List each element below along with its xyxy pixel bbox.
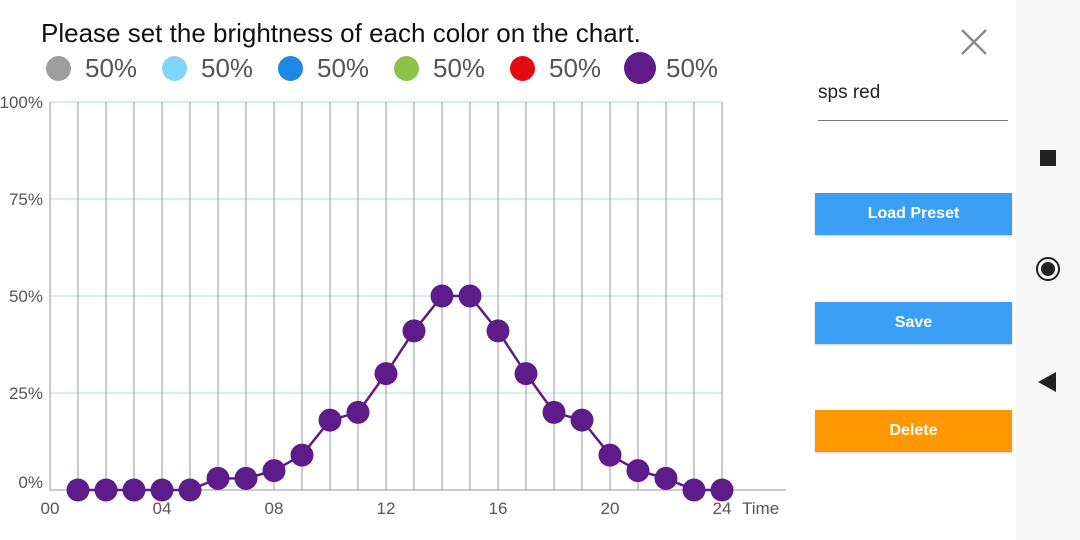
data-point[interactable] bbox=[318, 408, 342, 432]
y-tick-label: 25% bbox=[9, 384, 43, 403]
data-point[interactable] bbox=[346, 400, 370, 424]
back-triangle-icon[interactable] bbox=[1036, 370, 1058, 394]
data-point[interactable] bbox=[94, 478, 118, 502]
preset-name-input[interactable]: sps red bbox=[818, 80, 1008, 121]
x-tick-label: 24 bbox=[713, 499, 732, 518]
legend-item-light-blue[interactable]: 50% bbox=[162, 52, 253, 84]
legend-dot-icon bbox=[510, 55, 535, 81]
legend-item-blue[interactable]: 50% bbox=[278, 52, 369, 84]
data-point[interactable] bbox=[206, 466, 230, 490]
data-point[interactable] bbox=[626, 459, 650, 483]
data-point[interactable] bbox=[402, 319, 426, 343]
close-icon[interactable] bbox=[958, 26, 990, 58]
preset-name-value: sps red bbox=[818, 82, 881, 103]
legend-label: 50% bbox=[549, 52, 602, 83]
data-point[interactable] bbox=[542, 400, 566, 424]
data-point[interactable] bbox=[486, 319, 510, 343]
data-point[interactable] bbox=[430, 284, 454, 308]
data-point[interactable] bbox=[598, 443, 622, 467]
data-point[interactable] bbox=[262, 459, 286, 483]
legend-dot-icon bbox=[624, 52, 656, 84]
data-point[interactable] bbox=[458, 284, 482, 308]
x-tick-label: 20 bbox=[601, 499, 620, 518]
legend-label: 50% bbox=[317, 52, 370, 83]
x-tick-label: 04 bbox=[153, 499, 172, 518]
brightness-chart[interactable]: 100% 75% 50% 25% 0% 00 04 08 12 16 20 24 Time bbox=[0, 0, 800, 540]
x-tick-label: 08 bbox=[265, 499, 284, 518]
legend-dot-icon bbox=[394, 55, 419, 81]
legend-dot-icon bbox=[162, 55, 187, 81]
data-point[interactable] bbox=[374, 362, 398, 386]
legend-item-green[interactable]: 50% bbox=[394, 52, 485, 84]
legend-label: 50% bbox=[201, 52, 254, 83]
legend-label: 50% bbox=[85, 52, 138, 83]
load-preset-button[interactable]: Load Preset bbox=[815, 193, 1012, 235]
dialog-title: Please set the brightness of each color … bbox=[41, 18, 641, 48]
legend-item-gray[interactable]: 50% bbox=[46, 52, 137, 84]
y-tick-label: 75% bbox=[9, 190, 43, 209]
data-point[interactable] bbox=[570, 408, 594, 432]
legend-dot-icon bbox=[278, 55, 303, 81]
navigation-bar bbox=[1016, 0, 1080, 540]
data-point[interactable] bbox=[290, 443, 314, 467]
legend-item-purple-selected[interactable]: 50% bbox=[624, 52, 718, 84]
data-point[interactable] bbox=[150, 478, 174, 502]
data-point[interactable] bbox=[654, 466, 678, 490]
y-tick-label: 50% bbox=[9, 287, 43, 306]
data-point[interactable] bbox=[514, 362, 538, 386]
data-point[interactable] bbox=[122, 478, 146, 502]
data-point[interactable] bbox=[682, 478, 706, 502]
x-tick-label: 16 bbox=[489, 499, 508, 518]
delete-button[interactable]: Delete bbox=[815, 410, 1012, 452]
save-button[interactable]: Save bbox=[815, 302, 1012, 344]
legend-item-red[interactable]: 50% bbox=[510, 52, 601, 84]
legend-label: 50% bbox=[666, 52, 719, 83]
data-point[interactable] bbox=[234, 466, 258, 490]
data-point[interactable] bbox=[178, 478, 202, 502]
x-tick-label: 12 bbox=[377, 499, 396, 518]
data-point[interactable] bbox=[66, 478, 90, 502]
circle-icon[interactable] bbox=[1035, 256, 1061, 282]
square-icon[interactable] bbox=[1038, 148, 1058, 168]
x-tick-label: 00 bbox=[41, 499, 60, 518]
legend-dot-icon bbox=[46, 55, 71, 81]
y-tick-label: 0% bbox=[18, 473, 43, 492]
y-tick-label: 100% bbox=[0, 93, 43, 112]
x-axis-label: Time bbox=[742, 499, 779, 518]
legend-label: 50% bbox=[433, 52, 486, 83]
data-point[interactable] bbox=[710, 478, 734, 502]
